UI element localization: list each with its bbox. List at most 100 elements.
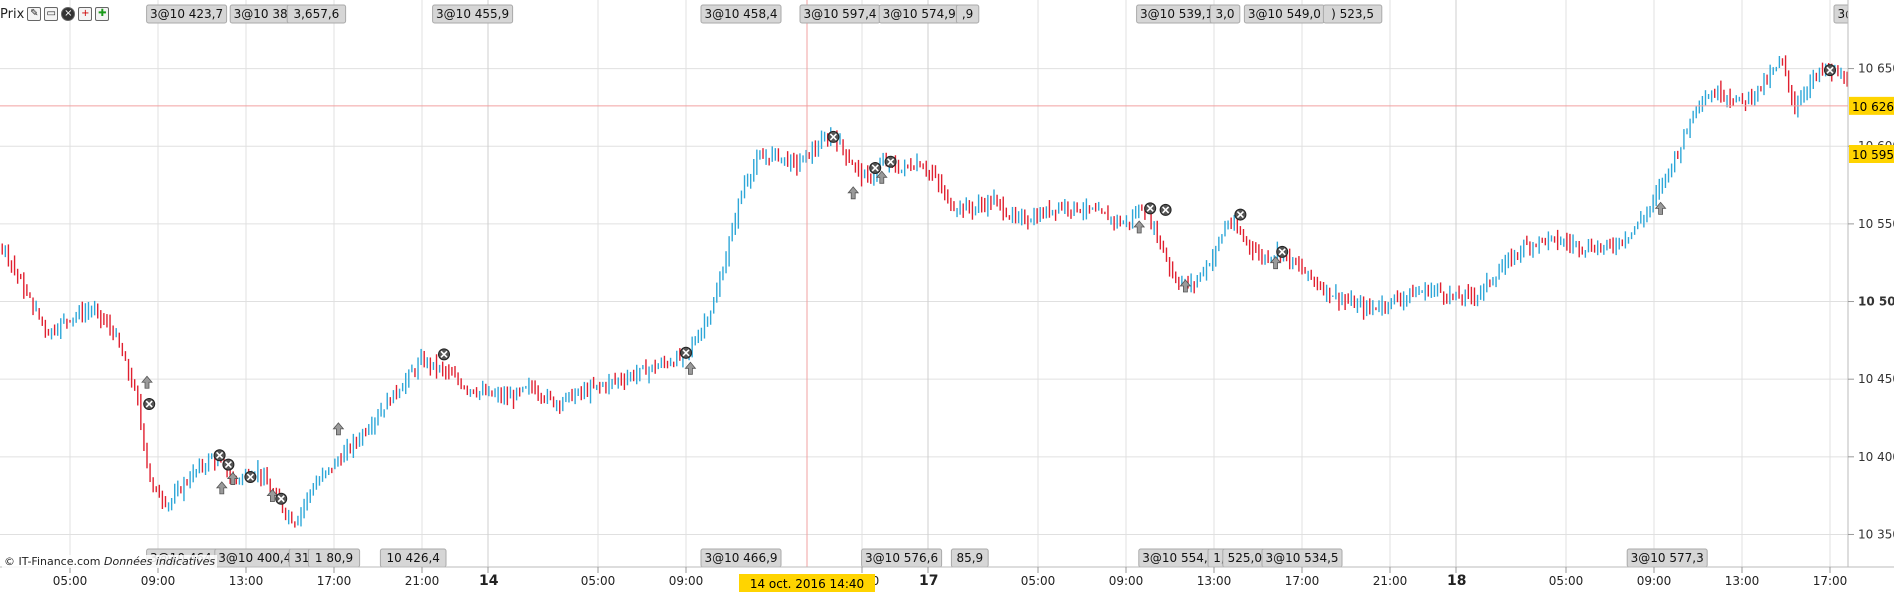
- x-tick-label: 21:00: [405, 574, 440, 588]
- exit-marker-cross: [1278, 248, 1286, 256]
- x-tick-label: 13:00: [1197, 574, 1232, 588]
- y-tick-label: 10 350: [1858, 527, 1894, 541]
- order-label-top-box[interactable]: [700, 4, 782, 24]
- y-axis-background: [1848, 0, 1894, 567]
- x-tick-label: 18: [1447, 573, 1466, 589]
- credit-disclaimer: Données indicatives: [104, 555, 216, 568]
- entry-arrow-icon[interactable]: [684, 361, 697, 375]
- price-tag-text: 10 626,: [1852, 100, 1894, 114]
- order-label-bottom-text: 10 426,4: [386, 551, 439, 565]
- entry-arrow-icon[interactable]: [847, 186, 860, 200]
- order-label-top-box[interactable]: [1322, 4, 1383, 24]
- exit-marker-cross: [1236, 210, 1244, 219]
- close-icon[interactable]: ×: [61, 7, 76, 21]
- exit-marker-cross: [440, 350, 448, 358]
- price-tag-box: [1849, 96, 1894, 115]
- entry-arrow-icon[interactable]: [215, 481, 228, 495]
- x-tick-label: 05:00: [581, 574, 616, 588]
- wrench-icon[interactable]: ✎: [27, 7, 42, 21]
- order-label-bottom-text: 525,0: [1228, 551, 1262, 565]
- price-tag-box: [1849, 145, 1894, 163]
- order-label-bottom-text: 1 80,9: [315, 551, 353, 565]
- entry-arrow-icon[interactable]: [1179, 279, 1192, 293]
- toolbar-title: Prix: [0, 6, 25, 22]
- order-label-top-text: 3@10 458,4: [704, 7, 777, 21]
- chart-toolbar: Prix ✎ ▭ × + ✚: [0, 4, 110, 24]
- order-label-top-text: 3@10 574,9: [883, 7, 956, 21]
- x-axis: 1305:0009:0013:0017:0021:001405:0009:002…: [53, 567, 1848, 589]
- order-label-bottom-text: 3@10 466,9: [704, 551, 777, 565]
- x-tick-label: 17:00: [1285, 574, 1320, 588]
- x-tick-label: 05:00: [1021, 574, 1056, 588]
- x-tick-label: 09:00: [1637, 574, 1672, 588]
- order-label-top-box[interactable]: [286, 4, 347, 24]
- order-label-top-text: ,9: [962, 7, 973, 21]
- order-label-bottom-text: 3@10 576,6: [865, 551, 938, 565]
- order-label-top-text: ) 523,5: [1331, 7, 1374, 21]
- zoom-in-icon[interactable]: +: [78, 7, 93, 21]
- x-tick-label: 13:00: [229, 574, 264, 588]
- exit-marker-cross: [1826, 66, 1834, 74]
- order-label-top-box[interactable]: [955, 4, 980, 24]
- price-tag-text: 10 595,: [1852, 148, 1894, 162]
- exit-marker-cross: [682, 349, 690, 357]
- exit-marker-cross: [829, 133, 837, 141]
- y-tick-label: 10 400: [1858, 450, 1894, 464]
- y-tick-label: 10 500: [1858, 295, 1894, 309]
- data-credit: © IT-Finance.com Données indicatives: [2, 555, 218, 568]
- x-tick-label: 05:00: [53, 574, 88, 588]
- entry-arrow-icon[interactable]: [1133, 220, 1146, 234]
- price-bars: [1, 55, 1894, 528]
- x-tick-label: 17: [919, 573, 938, 589]
- order-label-top-text: 3@10 423,7: [150, 7, 223, 21]
- order-label-bottom-text: 3@10 534,5: [1265, 551, 1338, 565]
- entry-arrow-icon[interactable]: [332, 422, 345, 436]
- entry-arrow-icon[interactable]: [226, 471, 239, 485]
- exit-marker-cross: [1146, 204, 1154, 212]
- order-label-top-text: 3@10 455,9: [436, 7, 509, 21]
- y-tick-label: 10 550: [1858, 217, 1894, 231]
- entry-arrow-icon[interactable]: [1654, 201, 1667, 215]
- x-tick-label: 05:00: [1549, 574, 1584, 588]
- window-icon[interactable]: ▭: [44, 7, 59, 21]
- order-label-top-text: 3@10 549,0: [1248, 7, 1321, 21]
- exit-marker-cross: [246, 473, 254, 481]
- x-tick-label: 09:00: [669, 574, 704, 588]
- order-label-top-text: 3,0: [1215, 7, 1234, 21]
- exit-marker-cross: [1162, 206, 1170, 214]
- y-tick-label: 10 450: [1858, 372, 1894, 386]
- x-tick-label: 21:00: [1373, 574, 1408, 588]
- exit-marker-cross: [224, 461, 232, 469]
- x-tick-label: 17:00: [1813, 574, 1848, 588]
- order-label-bottom-text: 85,9: [956, 551, 983, 565]
- x-tick-label: 17:00: [317, 574, 352, 588]
- grid: [0, 0, 1848, 567]
- exit-marker-cross: [145, 400, 153, 408]
- order-label-top-text: 3,657,6: [293, 7, 339, 21]
- crosshair-time-box: [739, 574, 875, 592]
- order-label-top-box[interactable]: [1209, 4, 1241, 24]
- entry-arrow-icon[interactable]: [1269, 256, 1282, 270]
- crosshair-time-tag: 14 oct. 2016 14:40: [739, 574, 875, 592]
- x-tick-label: 09:00: [1109, 574, 1144, 588]
- order-label-top-text: 3@10 539,1: [1140, 7, 1213, 21]
- order-label-top-box[interactable]: [432, 4, 514, 24]
- plot-background: [0, 0, 1848, 567]
- crosshair: [0, 0, 1848, 567]
- y-tick-label: 10 650: [1858, 62, 1894, 76]
- order-label-top-text: 3@10 597,4: [803, 7, 876, 21]
- order-label-bottom-text: 3@10 577,3: [1631, 551, 1704, 565]
- exit-marker-cross: [216, 451, 224, 459]
- add-icon[interactable]: ✚: [95, 7, 110, 21]
- exit-marker-cross: [871, 164, 879, 172]
- x-tick-label: 13:00: [1725, 574, 1760, 588]
- entry-arrow-icon[interactable]: [141, 375, 153, 389]
- order-label-bottom-text: 3@10 554,4: [1142, 551, 1215, 565]
- order-labels-top[interactable]: 3@10 423,7 3@10 381,93,657,6 3@10 455,9 3@1…: [146, 4, 1894, 24]
- exit-marker-cross: [887, 158, 895, 166]
- order-label-top-box[interactable]: [146, 4, 228, 24]
- x-tick-label: 09:00: [141, 574, 176, 588]
- crosshair-time-text: 14 oct. 2016 14:40: [750, 577, 864, 591]
- entry-arrow-icon[interactable]: [875, 170, 888, 184]
